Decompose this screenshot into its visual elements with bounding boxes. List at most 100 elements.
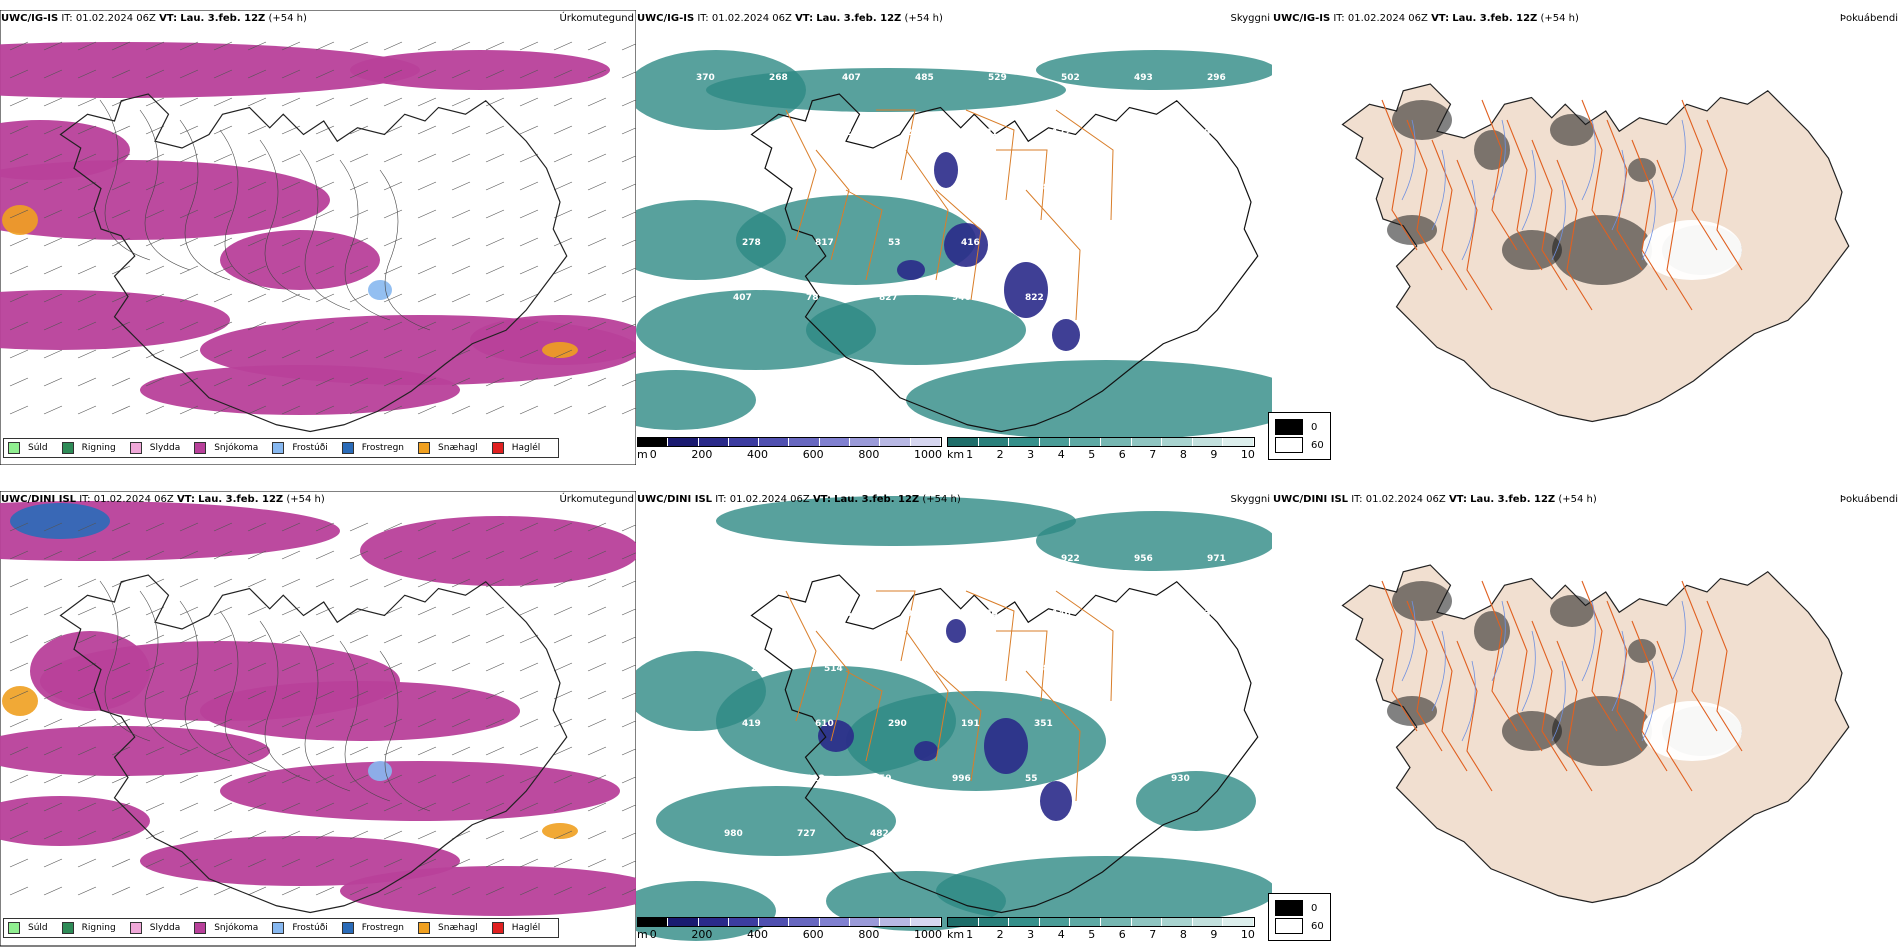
wind-barb xyxy=(587,237,607,247)
wind-barb xyxy=(247,41,267,51)
river xyxy=(1551,660,1566,742)
wind-barb xyxy=(247,293,267,303)
wind-barb xyxy=(485,125,505,135)
precip-map-row2 xyxy=(0,491,636,947)
road xyxy=(1656,640,1693,792)
wind-barb xyxy=(587,153,607,163)
wind-barb xyxy=(247,209,267,219)
wind-barb xyxy=(145,662,165,672)
wind-barb xyxy=(247,153,267,163)
wind-barb xyxy=(621,295,636,303)
snow-area xyxy=(0,290,230,350)
wind-barb xyxy=(485,181,505,191)
panel-name: Skyggni xyxy=(1230,494,1270,505)
wind-barb xyxy=(145,405,165,415)
river xyxy=(1461,179,1476,261)
scale-tick: 1 xyxy=(966,928,974,941)
panel-title: UWC/DINI ISL IT: 01.02.2024 06Z VT: Lau.… xyxy=(1,494,325,505)
wind-barb xyxy=(383,662,403,672)
wind-barb xyxy=(519,746,539,756)
wind-barb xyxy=(77,662,97,672)
cloud-base-label: 529 xyxy=(988,73,1007,83)
wind-barb xyxy=(77,349,97,359)
wind-barb xyxy=(587,97,607,107)
low-visibility-area xyxy=(846,691,1106,791)
cloud-base-label: 191 xyxy=(961,719,980,729)
cloud-base-label: 48 xyxy=(1107,238,1120,248)
scale-cell xyxy=(1100,918,1132,926)
wind-barb xyxy=(247,237,267,247)
cloud-base-label: 037 xyxy=(906,609,925,619)
wind-barb xyxy=(485,662,505,672)
wind-barb xyxy=(145,321,165,331)
cloud-base-label: 96 xyxy=(1180,719,1193,729)
river xyxy=(1491,119,1506,201)
cloud-base-label: 210 xyxy=(906,128,925,138)
wind-barb xyxy=(145,634,165,644)
terrain-contour xyxy=(299,630,351,792)
wind-barb xyxy=(621,748,636,756)
cloud-base-label: 980 xyxy=(988,554,1007,564)
wind-barb xyxy=(451,886,471,896)
cloud-base-label: 146 xyxy=(1052,609,1071,619)
scale-cell xyxy=(728,438,760,446)
wind-barb xyxy=(349,830,369,840)
wind-barb xyxy=(519,802,539,812)
river xyxy=(1671,119,1686,201)
wind-barb xyxy=(519,209,539,219)
cloud-base-label: 610 xyxy=(815,719,834,729)
wind-barb xyxy=(77,746,97,756)
wind-barb xyxy=(587,634,607,644)
wind-barb xyxy=(383,746,403,756)
scale-cell xyxy=(698,918,729,926)
cloud-base-label: 893 xyxy=(1098,293,1117,303)
white-swatch xyxy=(1275,437,1303,453)
wind-barb xyxy=(383,209,403,219)
wind-barb xyxy=(451,293,471,303)
scale-tick: 200 xyxy=(691,928,713,941)
snow-area xyxy=(350,50,610,90)
terrain-contour xyxy=(99,99,151,261)
wind-barb xyxy=(43,830,63,840)
wind-barb xyxy=(519,97,539,107)
wind-barb xyxy=(621,155,636,163)
low-visibility-area xyxy=(736,195,976,285)
wind-barb xyxy=(417,522,437,532)
wind-barb xyxy=(451,69,471,79)
legend-label: Haglél xyxy=(511,443,541,453)
wind-barb xyxy=(349,321,369,331)
cloud-base-label: 980 xyxy=(979,609,998,619)
wind-barb xyxy=(111,181,131,191)
cloud-base-label: 830 xyxy=(1043,664,1062,674)
wind-barb xyxy=(417,181,437,191)
wind-barb xyxy=(43,153,63,163)
wind-barb xyxy=(179,802,199,812)
low-visibility-area xyxy=(636,370,756,430)
wind-barb xyxy=(451,522,471,532)
wind-barb xyxy=(383,41,403,51)
snow-area xyxy=(140,836,460,886)
legend-label: Slydda xyxy=(149,923,181,933)
wind-barb xyxy=(77,321,97,331)
wind-barb xyxy=(213,718,233,728)
wind-barb xyxy=(179,321,199,331)
wind-barb xyxy=(349,69,369,79)
wind-barb xyxy=(247,746,267,756)
wind-barb xyxy=(587,886,607,896)
legend-swatch xyxy=(418,922,431,934)
wind-barb xyxy=(519,321,539,331)
wind-barb xyxy=(417,606,437,616)
scale-tick: 4 xyxy=(1057,448,1065,461)
cloud-base-label: 846 xyxy=(915,554,934,564)
wind-barb xyxy=(281,774,301,784)
road xyxy=(1025,670,1081,802)
wind-barb xyxy=(111,802,131,812)
cloud-base-label: 55 xyxy=(1025,774,1038,784)
wind-barb xyxy=(451,774,471,784)
fog-area xyxy=(1392,100,1452,140)
terrain-contour xyxy=(139,590,191,752)
cloud-base-label: 271 xyxy=(1116,183,1135,193)
wind-barb xyxy=(587,125,607,135)
wind-barb xyxy=(247,634,267,644)
wind-barb xyxy=(179,522,199,532)
